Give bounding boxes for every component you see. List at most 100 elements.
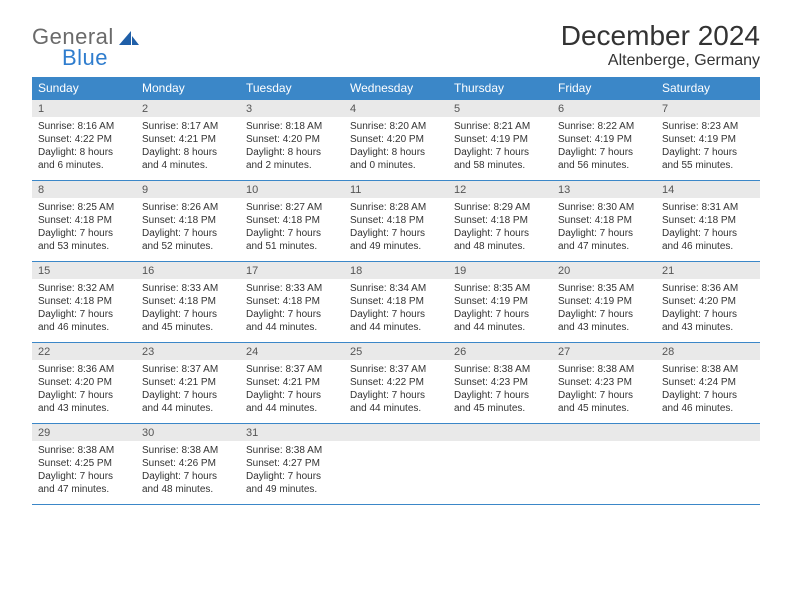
day-body: Sunrise: 8:38 AMSunset: 4:26 PMDaylight:… [136, 441, 240, 504]
week-body-row: Sunrise: 8:38 AMSunset: 4:25 PMDaylight:… [32, 441, 760, 505]
day-body: Sunrise: 8:20 AMSunset: 4:20 PMDaylight:… [344, 117, 448, 180]
sunset-text: Sunset: 4:18 PM [38, 295, 130, 308]
day-cell: Sunrise: 8:20 AMSunset: 4:20 PMDaylight:… [344, 117, 448, 181]
header: General Blue December 2024 Altenberge, G… [32, 20, 760, 71]
day-body [656, 441, 760, 497]
day-body: Sunrise: 8:35 AMSunset: 4:19 PMDaylight:… [552, 279, 656, 342]
day-body: Sunrise: 8:26 AMSunset: 4:18 PMDaylight:… [136, 198, 240, 261]
daylight-text: Daylight: 7 hours and 46 minutes. [38, 308, 130, 334]
daylight-text: Daylight: 7 hours and 44 minutes. [350, 389, 442, 415]
dow-saturday: Saturday [656, 77, 760, 100]
day-number: 26 [448, 343, 552, 361]
week-body-row: Sunrise: 8:32 AMSunset: 4:18 PMDaylight:… [32, 279, 760, 343]
sunset-text: Sunset: 4:18 PM [454, 214, 546, 227]
day-cell: Sunrise: 8:16 AMSunset: 4:22 PMDaylight:… [32, 117, 136, 181]
day-cell: Sunrise: 8:23 AMSunset: 4:19 PMDaylight:… [656, 117, 760, 181]
location-label: Altenberge, Germany [561, 52, 760, 70]
day-cell: Sunrise: 8:37 AMSunset: 4:21 PMDaylight:… [136, 360, 240, 424]
day-cell: Sunrise: 8:35 AMSunset: 4:19 PMDaylight:… [448, 279, 552, 343]
dow-row: Sunday Monday Tuesday Wednesday Thursday… [32, 77, 760, 100]
day-number: 11 [344, 181, 448, 199]
day-body: Sunrise: 8:31 AMSunset: 4:18 PMDaylight:… [656, 198, 760, 261]
day-body [552, 441, 656, 497]
sunset-text: Sunset: 4:19 PM [558, 133, 650, 146]
sunset-text: Sunset: 4:18 PM [350, 214, 442, 227]
calendar-page: General Blue December 2024 Altenberge, G… [0, 0, 792, 525]
sunrise-text: Sunrise: 8:30 AM [558, 201, 650, 214]
daylight-text: Daylight: 7 hours and 45 minutes. [558, 389, 650, 415]
day-number: 2 [136, 100, 240, 118]
day-cell: Sunrise: 8:30 AMSunset: 4:18 PMDaylight:… [552, 198, 656, 262]
day-number: 22 [32, 343, 136, 361]
daylight-text: Daylight: 7 hours and 44 minutes. [454, 308, 546, 334]
day-cell: Sunrise: 8:34 AMSunset: 4:18 PMDaylight:… [344, 279, 448, 343]
sunrise-text: Sunrise: 8:29 AM [454, 201, 546, 214]
sunrise-text: Sunrise: 8:37 AM [350, 363, 442, 376]
calendar-body: 1234567Sunrise: 8:16 AMSunset: 4:22 PMDa… [32, 100, 760, 505]
sunrise-text: Sunrise: 8:33 AM [142, 282, 234, 295]
daylight-text: Daylight: 7 hours and 56 minutes. [558, 146, 650, 172]
brand-logo-block: General Blue [32, 24, 139, 71]
day-cell: Sunrise: 8:38 AMSunset: 4:23 PMDaylight:… [448, 360, 552, 424]
day-number: 28 [656, 343, 760, 361]
sunrise-text: Sunrise: 8:35 AM [558, 282, 650, 295]
daylight-text: Daylight: 7 hours and 49 minutes. [350, 227, 442, 253]
daylight-text: Daylight: 8 hours and 2 minutes. [246, 146, 338, 172]
sunset-text: Sunset: 4:19 PM [662, 133, 754, 146]
daylight-text: Daylight: 7 hours and 48 minutes. [142, 470, 234, 496]
day-body: Sunrise: 8:33 AMSunset: 4:18 PMDaylight:… [136, 279, 240, 342]
day-cell: Sunrise: 8:18 AMSunset: 4:20 PMDaylight:… [240, 117, 344, 181]
sunrise-text: Sunrise: 8:34 AM [350, 282, 442, 295]
sunset-text: Sunset: 4:18 PM [662, 214, 754, 227]
sunset-text: Sunset: 4:18 PM [558, 214, 650, 227]
day-cell: Sunrise: 8:22 AMSunset: 4:19 PMDaylight:… [552, 117, 656, 181]
sunset-text: Sunset: 4:21 PM [142, 133, 234, 146]
daylight-text: Daylight: 7 hours and 51 minutes. [246, 227, 338, 253]
day-number: 19 [448, 262, 552, 280]
day-number: 21 [656, 262, 760, 280]
title-block: December 2024 Altenberge, Germany [561, 20, 760, 70]
day-number: 9 [136, 181, 240, 199]
sunset-text: Sunset: 4:21 PM [142, 376, 234, 389]
week-daynum-row: 891011121314 [32, 181, 760, 199]
day-cell: Sunrise: 8:36 AMSunset: 4:20 PMDaylight:… [32, 360, 136, 424]
day-number: 20 [552, 262, 656, 280]
sunset-text: Sunset: 4:27 PM [246, 457, 338, 470]
day-cell: Sunrise: 8:38 AMSunset: 4:27 PMDaylight:… [240, 441, 344, 505]
day-number [552, 424, 656, 442]
day-body: Sunrise: 8:30 AMSunset: 4:18 PMDaylight:… [552, 198, 656, 261]
day-number: 25 [344, 343, 448, 361]
daylight-text: Daylight: 7 hours and 44 minutes. [246, 308, 338, 334]
day-number: 29 [32, 424, 136, 442]
sunrise-text: Sunrise: 8:28 AM [350, 201, 442, 214]
sunrise-text: Sunrise: 8:20 AM [350, 120, 442, 133]
daylight-text: Daylight: 7 hours and 46 minutes. [662, 389, 754, 415]
sunrise-text: Sunrise: 8:38 AM [558, 363, 650, 376]
sunset-text: Sunset: 4:18 PM [142, 214, 234, 227]
daylight-text: Daylight: 7 hours and 47 minutes. [38, 470, 130, 496]
daylight-text: Daylight: 7 hours and 43 minutes. [558, 308, 650, 334]
day-body: Sunrise: 8:38 AMSunset: 4:27 PMDaylight:… [240, 441, 344, 504]
day-body: Sunrise: 8:36 AMSunset: 4:20 PMDaylight:… [32, 360, 136, 423]
sunrise-text: Sunrise: 8:23 AM [662, 120, 754, 133]
day-number: 15 [32, 262, 136, 280]
day-body: Sunrise: 8:27 AMSunset: 4:18 PMDaylight:… [240, 198, 344, 261]
day-cell [448, 441, 552, 505]
sunrise-text: Sunrise: 8:38 AM [38, 444, 130, 457]
sunset-text: Sunset: 4:24 PM [662, 376, 754, 389]
day-cell: Sunrise: 8:27 AMSunset: 4:18 PMDaylight:… [240, 198, 344, 262]
sunrise-text: Sunrise: 8:38 AM [662, 363, 754, 376]
sunset-text: Sunset: 4:18 PM [142, 295, 234, 308]
day-cell: Sunrise: 8:37 AMSunset: 4:22 PMDaylight:… [344, 360, 448, 424]
day-body: Sunrise: 8:34 AMSunset: 4:18 PMDaylight:… [344, 279, 448, 342]
sunrise-text: Sunrise: 8:21 AM [454, 120, 546, 133]
sunrise-text: Sunrise: 8:36 AM [662, 282, 754, 295]
daylight-text: Daylight: 7 hours and 46 minutes. [662, 227, 754, 253]
daylight-text: Daylight: 8 hours and 0 minutes. [350, 146, 442, 172]
daylight-text: Daylight: 7 hours and 55 minutes. [662, 146, 754, 172]
day-body: Sunrise: 8:16 AMSunset: 4:22 PMDaylight:… [32, 117, 136, 180]
week-body-row: Sunrise: 8:36 AMSunset: 4:20 PMDaylight:… [32, 360, 760, 424]
dow-sunday: Sunday [32, 77, 136, 100]
day-body: Sunrise: 8:22 AMSunset: 4:19 PMDaylight:… [552, 117, 656, 180]
day-cell: Sunrise: 8:28 AMSunset: 4:18 PMDaylight:… [344, 198, 448, 262]
